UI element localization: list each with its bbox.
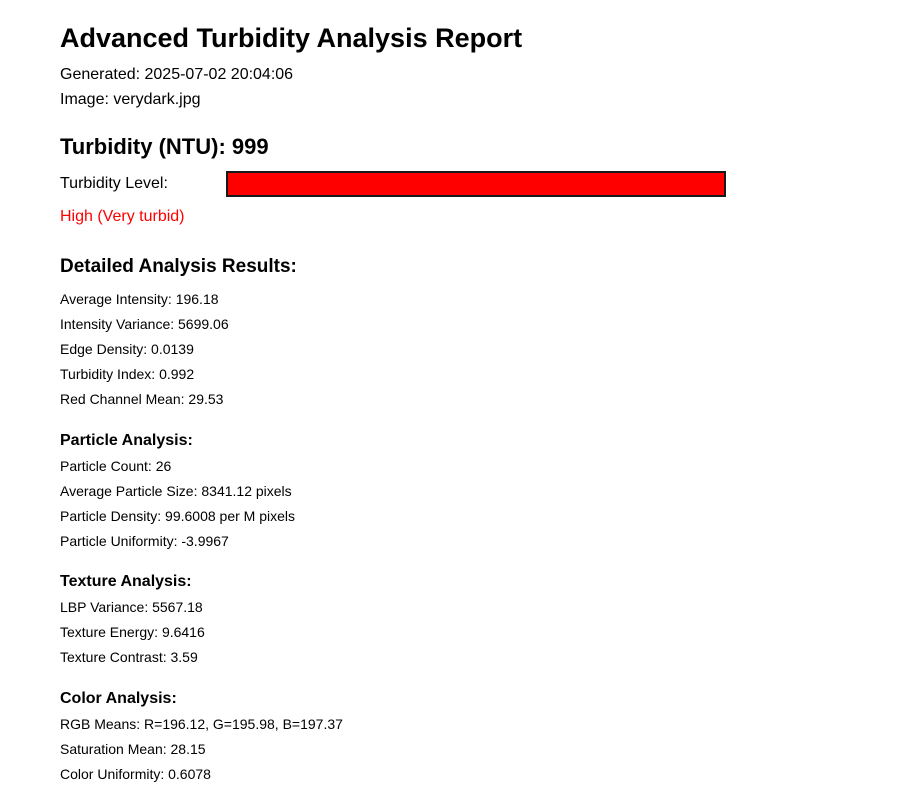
list-item-particle-count: Particle Count: 26: [60, 458, 172, 474]
list-item-particle-uniformity: Particle Uniformity: -3.9967: [60, 533, 229, 549]
list-item-texture-energy: Texture Energy: 9.6416: [60, 624, 205, 640]
list-item-average-intensity: Average Intensity: 196.18: [60, 291, 219, 307]
particle-analysis-heading: Particle Analysis:: [60, 432, 193, 449]
turbidity-level-bar-fill: [228, 173, 724, 195]
list-item-texture-contrast: Texture Contrast: 3.59: [60, 649, 198, 665]
turbidity-level-label: Turbidity Level:: [60, 175, 168, 192]
turbidity-level-bar: [226, 171, 726, 197]
list-item-color-uniformity: Color Uniformity: 0.6078: [60, 766, 211, 782]
list-item-turbidity-index: Turbidity Index: 0.992: [60, 366, 195, 382]
generated-timestamp: Generated: 2025-07-02 20:04:06: [60, 66, 294, 83]
detailed-results-heading: Detailed Analysis Results:: [60, 256, 297, 277]
texture-analysis-heading: Texture Analysis:: [60, 573, 192, 590]
list-item-intensity-variance: Intensity Variance: 5699.06: [60, 316, 229, 332]
color-analysis-heading: Color Analysis:: [60, 690, 177, 707]
list-item-rgb-means: RGB Means: R=196.12, G=195.98, B=197.37: [60, 716, 343, 732]
particle-analysis-list: Particle Count: 26 Average Particle Size…: [60, 454, 295, 554]
report-title: Advanced Turbidity Analysis Report: [60, 23, 523, 53]
list-item-red-channel-mean: Red Channel Mean: 29.53: [60, 391, 224, 407]
turbidity-level-text: High (Very turbid): [60, 208, 185, 225]
list-item-edge-density: Edge Density: 0.0139: [60, 341, 194, 357]
texture-analysis-list: LBP Variance: 5567.18 Texture Energy: 9.…: [60, 595, 205, 670]
list-item-lbp-variance: LBP Variance: 5567.18: [60, 599, 203, 615]
image-filename: Image: verydark.jpg: [60, 91, 201, 108]
list-item-saturation-mean: Saturation Mean: 28.15: [60, 741, 206, 757]
color-analysis-list: RGB Means: R=196.12, G=195.98, B=197.37 …: [60, 712, 343, 787]
list-item-particle-density: Particle Density: 99.6008 per M pixels: [60, 508, 295, 524]
detailed-results-list: Average Intensity: 196.18 Intensity Vari…: [60, 287, 229, 412]
turbidity-ntu-heading: Turbidity (NTU): 999: [60, 134, 269, 159]
list-item-average-particle-size: Average Particle Size: 8341.12 pixels: [60, 483, 292, 499]
